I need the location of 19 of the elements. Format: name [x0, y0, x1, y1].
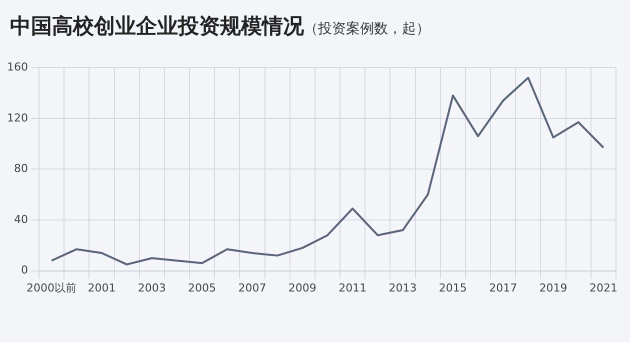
- x-tick-label: 2000以前: [26, 281, 77, 294]
- y-tick-label: 80: [14, 162, 28, 176]
- x-tick-label: 2007: [238, 281, 266, 294]
- x-tick-label: 2021: [589, 281, 618, 294]
- chart-title: 中国高校创业企业投资规模情况: [10, 14, 304, 38]
- x-tick-label: 2019: [539, 281, 568, 294]
- x-tick-label: 2015: [438, 281, 467, 294]
- x-tick-label: 2009: [288, 281, 316, 294]
- x-tick-label: 2017: [489, 281, 518, 294]
- x-tick-label: 2003: [138, 281, 166, 294]
- chart-subtitle: （投资案例数，起）: [304, 21, 430, 37]
- x-tick-label: 2013: [388, 281, 417, 294]
- y-tick-label: 120: [6, 111, 28, 124]
- y-tick-label: 160: [6, 60, 28, 74]
- x-tick-label: 2001: [88, 281, 116, 294]
- x-tick-label: 2005: [188, 281, 216, 294]
- y-tick-label: 0: [20, 264, 28, 277]
- x-tick-label: 2011: [338, 281, 367, 294]
- y-tick-label: 40: [14, 212, 28, 226]
